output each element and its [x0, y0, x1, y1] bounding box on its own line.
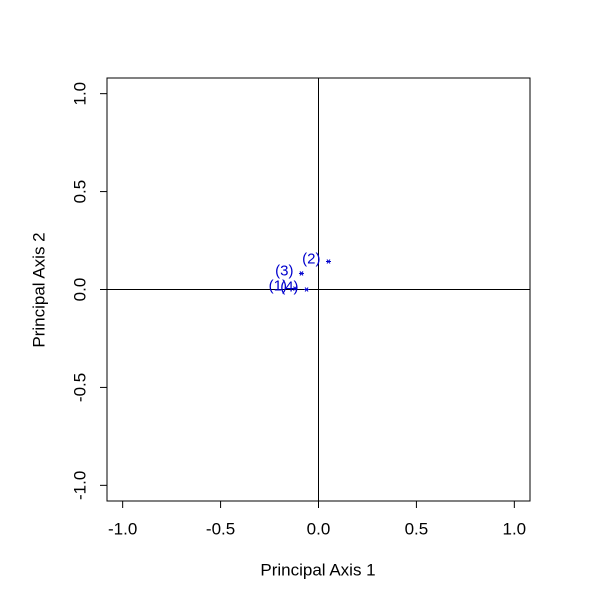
- x-tick-label: -0.5: [206, 519, 235, 538]
- x-tick-label: 0.0: [307, 519, 331, 538]
- point: [325, 259, 331, 264]
- point: [292, 286, 298, 291]
- x-tick-label: -1.0: [108, 519, 137, 538]
- star-stroke: [293, 286, 297, 291]
- point-label: (4): [280, 278, 298, 295]
- star-stroke: [326, 259, 331, 264]
- y-axis-title: Principal Axis 2: [29, 232, 48, 347]
- y-tick-label: -1.0: [70, 471, 89, 500]
- star-stroke: [299, 271, 304, 276]
- point-label: (3): [275, 262, 293, 279]
- y-tick-label: 1.0: [70, 82, 89, 106]
- point-label: (2): [302, 250, 320, 267]
- point: [304, 287, 310, 292]
- y-tick-label: 0.5: [70, 180, 89, 204]
- x-axis-title: Principal Axis 1: [260, 560, 375, 579]
- x-tick-label: 0.5: [405, 519, 429, 538]
- point: [298, 271, 304, 276]
- x-tick-label: 1.0: [503, 519, 527, 538]
- point-label: (1): [269, 277, 287, 294]
- y-tick-label: -0.5: [70, 373, 89, 402]
- star-stroke: [304, 287, 309, 292]
- y-tick-label: 0.0: [70, 278, 89, 302]
